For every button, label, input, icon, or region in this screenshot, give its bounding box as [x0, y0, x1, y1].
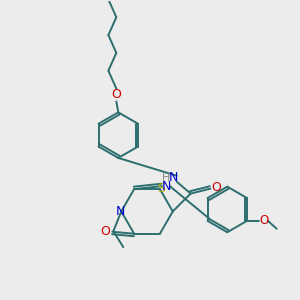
Text: O: O [259, 214, 268, 227]
Text: S: S [157, 182, 165, 195]
Text: O: O [212, 181, 221, 194]
Text: O: O [100, 225, 110, 238]
Text: N: N [162, 180, 172, 193]
Text: N: N [116, 205, 125, 218]
Text: O: O [111, 88, 121, 101]
Text: N: N [169, 171, 178, 184]
Text: H: H [162, 173, 170, 183]
